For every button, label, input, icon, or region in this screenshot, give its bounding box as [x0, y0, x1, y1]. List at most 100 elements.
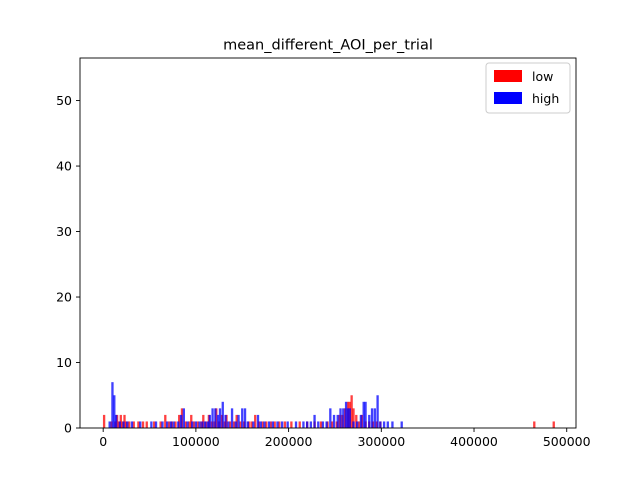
bar-high-70	[370, 408, 374, 428]
axes: 0 100000 200000 300000 400000 500000 0 10 20 30 40…	[56, 57, 591, 449]
bar-low-47	[261, 421, 264, 428]
bar-high-13	[169, 421, 173, 428]
bar-high-19	[191, 421, 194, 428]
bar-high-55	[325, 421, 328, 428]
bar-high-28	[216, 414, 220, 428]
bar-high-18	[186, 421, 189, 428]
bar-high-63	[348, 408, 351, 428]
bar-high-2	[113, 395, 116, 428]
bar-high-33	[230, 408, 234, 428]
bar-high-48	[294, 421, 298, 428]
bar-high-40	[256, 414, 260, 428]
bar-low-45	[254, 414, 257, 428]
bar-high-71	[373, 408, 376, 428]
bar-high-11	[161, 421, 164, 428]
bar-high-21	[198, 421, 201, 428]
bar-high-16	[179, 414, 183, 428]
bar-high-29	[218, 408, 222, 428]
bar-low-12	[141, 421, 145, 428]
y-tick-label-4: 40	[56, 159, 72, 174]
bar-low-69	[357, 421, 361, 428]
bar-low-11	[137, 421, 140, 428]
bar-high-27	[214, 408, 217, 428]
bar-high-52	[313, 414, 316, 428]
bar-high-58	[336, 414, 339, 428]
x-tick-label-5: 500000	[543, 434, 591, 449]
y-tick-label-0: 0	[64, 421, 72, 436]
bar-high-38	[246, 421, 249, 428]
bar-low-38	[229, 421, 232, 428]
bar-low-52	[283, 421, 287, 428]
bar-high-24	[206, 421, 210, 428]
bar-high-14	[172, 421, 175, 428]
bar-high-75	[386, 421, 389, 428]
bar-high-3	[115, 414, 118, 428]
bar-low-19	[174, 421, 177, 428]
bar-high-5	[122, 421, 125, 428]
bar-high-50	[305, 421, 309, 428]
bar-low-22	[184, 421, 187, 428]
y-tick-label-3: 30	[56, 224, 72, 239]
bar-high-54	[321, 421, 325, 428]
bar-high-34	[234, 421, 237, 428]
bar-high-53	[317, 421, 320, 428]
bar-low-53	[290, 421, 293, 428]
bar-high-20	[194, 421, 198, 428]
bar-low-48	[265, 421, 268, 428]
bar-high-10	[154, 421, 158, 428]
x-tick-label-4: 400000	[450, 434, 498, 449]
bar-high-66	[359, 414, 363, 428]
bar-high-62	[346, 408, 350, 428]
bar-high-68	[364, 401, 367, 428]
bar-low-57	[319, 421, 323, 428]
bar-high-61	[344, 401, 348, 428]
legend-swatch-low	[494, 70, 522, 82]
bar-high-12	[165, 421, 169, 428]
bar-low-76	[533, 421, 536, 428]
legend-label-high: high	[532, 91, 559, 106]
bar-high-73	[379, 421, 382, 428]
bar-low-49	[269, 421, 273, 428]
bar-low-41	[239, 421, 242, 428]
x-tick-label-0: 0	[99, 434, 107, 449]
bar-low-66	[350, 395, 353, 428]
bar-high-25	[208, 414, 211, 428]
bar-low-54	[298, 421, 301, 428]
bar-low-13	[145, 421, 148, 428]
bar-low-17	[167, 421, 171, 428]
bar-high-6	[126, 421, 129, 428]
x-tick-label-2: 200000	[265, 434, 313, 449]
bar-high-74	[382, 421, 386, 428]
bar-high-43	[267, 421, 271, 428]
bar-high-46	[280, 421, 284, 428]
bar-high-4	[118, 421, 122, 428]
bar-high-1	[111, 382, 114, 428]
bar-high-36	[241, 408, 244, 428]
bar-high-77	[400, 421, 403, 428]
bar-high-17	[182, 408, 185, 428]
bar-high-15	[177, 421, 180, 428]
bar-low-77	[552, 421, 555, 428]
plot-frame	[79, 57, 577, 429]
bar-high-64	[352, 421, 355, 428]
bar-low-23	[188, 421, 191, 428]
x-tick-label-1: 100000	[172, 434, 220, 449]
bar-low-51	[278, 421, 281, 428]
bar-high-37	[243, 408, 247, 428]
bar-high-7	[130, 421, 134, 428]
bar-high-22	[201, 421, 204, 428]
bar-low-44	[250, 421, 253, 428]
bar-low-59	[331, 421, 334, 428]
bar-low-10	[132, 421, 135, 428]
bar-high-30	[221, 401, 224, 428]
chart-title: mean_different_AOI_per_trial	[223, 38, 433, 54]
bar-high-32	[227, 421, 230, 428]
bar-low-15	[159, 421, 162, 428]
bar-high-49	[302, 421, 305, 428]
bar-high-9	[150, 421, 153, 428]
legend-label-low: low	[532, 69, 553, 84]
bar-high-8	[139, 421, 142, 428]
bar-high-69	[368, 414, 371, 428]
bar-low-26	[196, 421, 199, 428]
bar-low-39	[232, 421, 236, 428]
